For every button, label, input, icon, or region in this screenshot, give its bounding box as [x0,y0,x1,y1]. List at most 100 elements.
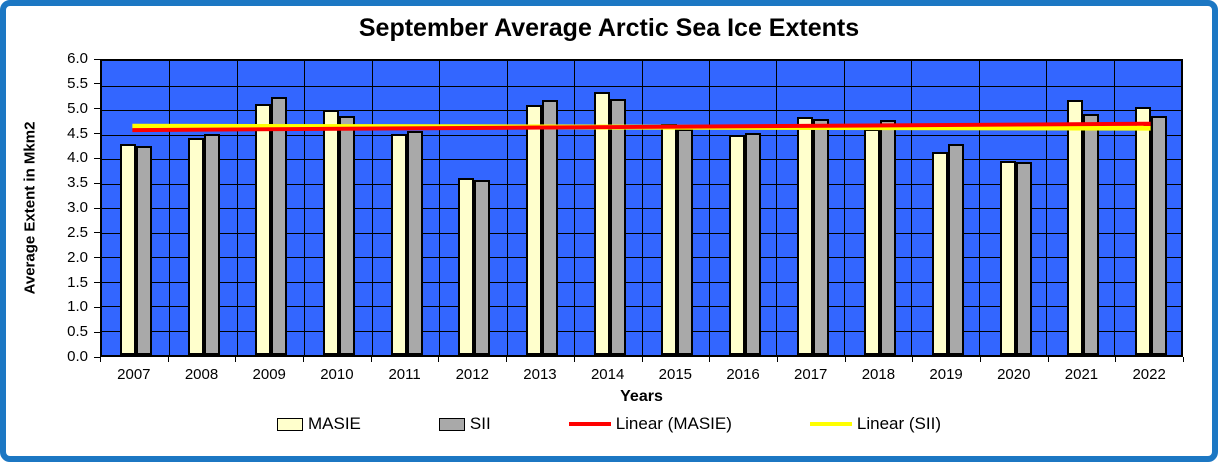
y-tick-label: 3.0 [67,199,88,216]
bar-sii-2018 [880,119,896,355]
x-tick-label-2010: 2010 [320,366,354,383]
y-tick-label: 0.5 [67,323,88,341]
legend-swatch [568,422,611,426]
y-tick-label: 5.5 [67,74,88,92]
y-tick-mark [94,108,100,110]
gridline-vertical [236,61,238,355]
x-tick-label-2008: 2008 [184,366,219,383]
y-tick-mark [94,306,100,308]
gridline-vertical [641,61,643,355]
bar-sii-2016 [745,132,761,355]
bar-masie-2014 [594,92,610,355]
y-tick-mark [94,157,100,159]
x-tick-mark [1183,357,1184,362]
bar-sii-2013 [542,100,558,355]
legend-label: SII [469,414,491,433]
legend: MASIE SII Linear (MASIE) Linear (SII) [6,414,1212,434]
x-tick-mark [641,357,643,362]
bar-masie-2012 [458,177,474,355]
legend-label: Linear (SII) [856,414,941,433]
y-tick-mark [94,331,100,333]
y-tick-label: 2.5 [67,223,88,241]
bar-sii-2019 [948,143,964,355]
y-tick-label: 4.5 [67,124,88,142]
y-tick-mark [94,182,100,184]
bar-masie-2019 [932,151,948,355]
x-tick-mark [167,357,169,362]
gridline-vertical [1113,61,1115,355]
x-axis-ticks [100,357,1184,363]
gridline-vertical [978,61,980,355]
y-tick-label: 2.0 [67,248,88,266]
x-tick-label-2021: 2021 [1064,366,1099,383]
x-tick-label-2007: 2007 [117,366,151,383]
bar-sii-2012 [474,180,490,355]
x-tick-mark [506,357,508,362]
x-tick-label-2022: 2022 [1132,366,1166,383]
x-tick-label-2016: 2016 [726,366,760,383]
legend-label: Linear (MASIE) [615,414,732,433]
x-tick-mark [100,357,101,362]
x-tick-mark [1115,357,1117,362]
x-tick-mark [912,357,914,362]
bar-masie-2011 [391,133,407,355]
x-tick-mark [844,357,846,362]
legend-swatch [438,417,465,431]
legend-swatch [277,417,303,431]
bar-sii-2007 [136,145,152,355]
bar-masie-2010 [323,110,339,355]
y-tick-label: 1.5 [67,273,88,291]
x-axis-title: Years [620,388,663,405]
x-tick-label-2018: 2018 [861,366,896,383]
gridline-vertical [843,61,845,355]
x-tick-mark [438,357,440,362]
legend-label: MASIE [308,414,361,433]
gridline-vertical [1046,61,1048,355]
gridline-vertical [911,61,913,355]
bar-sii-2010 [339,116,355,355]
x-tick-mark [370,357,372,362]
bar-masie-2013 [526,105,542,355]
x-tick-mark [303,357,305,362]
x-tick-mark [776,357,778,362]
bar-masie-2016 [729,135,745,355]
x-tick-label-2019: 2019 [929,366,963,383]
x-tick-mark [709,357,711,362]
gridline-vertical [708,61,710,355]
y-tick-label: 6.0 [67,50,88,67]
bar-sii-2009 [271,96,287,355]
y-tick-label: 0.0 [67,348,88,365]
bar-sii-2015 [677,128,693,355]
y-tick-mark [94,83,100,85]
y-tick-mark [94,58,100,60]
x-tick-label-2017: 2017 [794,366,828,383]
x-tick-mark [1047,357,1049,362]
bar-sii-2020 [1016,162,1032,355]
x-tick-label-2009: 2009 [252,366,286,383]
bar-masie-2021 [1067,100,1083,355]
legend-item-masie: MASIE [277,414,361,434]
legend-item-linear-masie: Linear (MASIE) [568,414,732,434]
chart-title: September Average Arctic Sea Ice Extents [358,14,860,42]
x-tick-mark [573,357,575,362]
bar-sii-2008 [204,133,220,355]
x-tick-label-2013: 2013 [523,366,557,383]
bar-masie-2017 [797,117,813,355]
y-tick-label: 3.5 [67,174,88,192]
plot-area [100,59,1183,357]
bar-masie-2008 [188,138,204,355]
bar-masie-2015 [661,124,677,355]
y-tick-mark [94,282,100,283]
x-tick-label-2012: 2012 [455,366,489,383]
gridline-vertical [439,61,441,355]
y-tick-mark [94,133,100,134]
legend-item-sii: SII [438,414,491,434]
bar-sii-2021 [1083,113,1099,355]
gridline-vertical [371,61,373,355]
gridline-vertical [776,61,778,355]
bar-masie-2020 [1000,160,1016,355]
legend-swatch [809,422,852,426]
x-tick-label-2011: 2011 [388,366,421,383]
x-tick-label-2015: 2015 [658,366,693,383]
